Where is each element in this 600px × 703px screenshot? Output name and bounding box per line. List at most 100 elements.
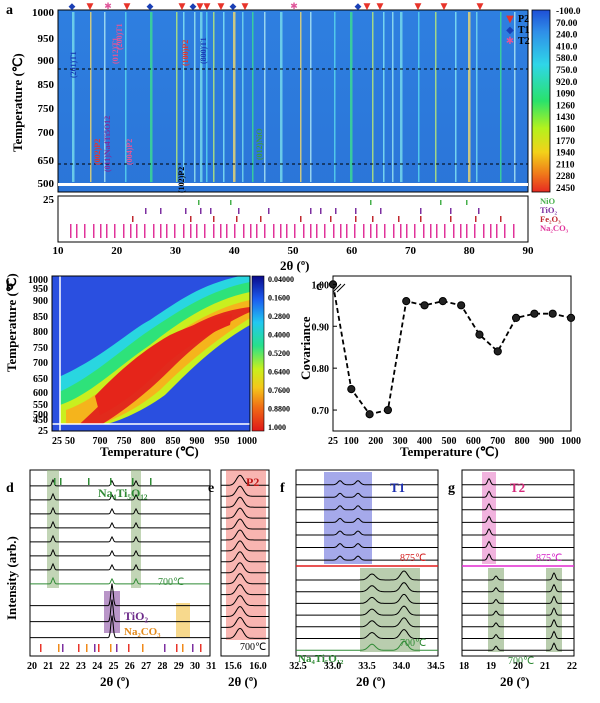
phase-marker-p2: ▼: [179, 2, 186, 12]
panel-b-ytick: 450: [33, 415, 48, 426]
panel-d-ref-stick: [78, 644, 80, 652]
reference-stick: [260, 216, 262, 222]
colorbar-a-tick: 410.0: [556, 42, 578, 52]
colorbar-a-tick: 2450: [556, 184, 575, 194]
reference-stick: [160, 224, 162, 238]
panel-f-trace: [296, 480, 438, 486]
panel-f-trace: [296, 530, 438, 536]
heatmap-streak: [334, 12, 336, 182]
reference-stick: [504, 224, 506, 238]
colorbar-a-tick: 1430: [556, 113, 575, 123]
panel-d-xtick: 23: [76, 661, 86, 672]
panel-f-trace: [296, 628, 438, 639]
panel-d-trace: [30, 599, 210, 623]
panel-c-ylabel: Covariance: [298, 316, 313, 380]
reference-stick: [370, 200, 372, 205]
panel-e-trace: [221, 540, 269, 552]
reference-stick: [153, 224, 155, 238]
panel-b-xtick: 800: [141, 436, 156, 447]
reference-stick: [280, 224, 282, 238]
peak-annotation: (200)T1: [115, 23, 124, 50]
panel-g-trace: [462, 540, 574, 548]
panel-b-ytick: 650: [33, 374, 48, 385]
panel-b-colorbar: [251, 275, 265, 432]
panel-d-ylabel: Intensity (arb.): [4, 536, 19, 620]
reference-stick: [236, 216, 238, 222]
panel-f-trace: [296, 555, 438, 561]
panel-d-ref-stick: [150, 478, 152, 485]
phase-marker-t1: ◆: [190, 2, 197, 12]
panel-b-ytick: 800: [33, 327, 48, 338]
covariance-point: [420, 301, 429, 310]
reference-stick: [136, 224, 138, 238]
panel-f-ticks: 32.5 33.0 33.5 34.0 34.5: [289, 661, 445, 672]
heatmap-streak: [514, 12, 516, 182]
panel-a-xtick: 60: [346, 245, 358, 257]
heatmap-streak: [350, 12, 353, 182]
panel-c-xtick: 100: [344, 436, 359, 447]
heatmap-streak: [72, 12, 75, 182]
panel-b-xlabel: Temperature (℃): [100, 444, 199, 459]
reference-stick: [286, 224, 288, 238]
reference-stick: [220, 224, 222, 238]
panel-g-xtick: 20: [513, 661, 523, 672]
panel-g-trace: [462, 502, 574, 511]
panel-e-trace: [221, 595, 269, 607]
panel-f-xtick: 34.0: [393, 661, 411, 672]
phase-marker-p2: ▼: [204, 2, 211, 12]
colorbar-b-tick: 0.1600: [268, 294, 290, 303]
reference-stick: [132, 216, 134, 222]
reference-stick: [198, 200, 200, 205]
panel-g-trace: [462, 630, 574, 639]
reference-stick: [316, 224, 318, 238]
heatmap-streak: [476, 12, 478, 182]
panel-d-ref-stick: [62, 644, 64, 652]
panel-a-xtick: 40: [229, 245, 241, 257]
phase-marker-t1: ◆: [69, 2, 76, 12]
colorbar-b-tick: 0.8800: [268, 405, 290, 414]
reference-stick: [123, 224, 125, 238]
reference-stick: [423, 224, 425, 238]
panel-c-ytick: 0.80: [312, 364, 330, 375]
reference-stick: [346, 224, 348, 238]
panel-b-ytick: 25: [38, 426, 48, 437]
panel-b-ytick: 550: [33, 400, 48, 411]
panel-a-ytick: 25: [43, 194, 55, 206]
panel-d-trace: [30, 562, 210, 571]
panel-d-phase2: TiO₂: [124, 609, 148, 623]
reference-stick: [294, 224, 296, 238]
panel-e-trace: [221, 562, 269, 574]
panel-c-xtick: 400: [417, 436, 432, 447]
colorbar-a-tick: 1600: [556, 125, 575, 135]
panel-c-xtick: 25: [328, 436, 338, 447]
reference-stick: [106, 224, 108, 238]
panel-g-trace: [462, 642, 574, 651]
reference-stick: [273, 224, 275, 238]
reference-stick: [420, 208, 422, 214]
panel-g-trace: [462, 528, 574, 536]
peak-annotation: (102)P2: [177, 167, 186, 193]
reference-stick: [363, 224, 365, 238]
panel-f-trace: [296, 570, 438, 581]
panel-a-ytick: 900: [38, 55, 55, 67]
panel-e-trace: [221, 529, 269, 541]
colorbar-a-tick: 1770: [556, 137, 575, 147]
panel-d-xtick: 30: [190, 661, 200, 672]
reference-stick: [230, 200, 232, 205]
panel-a-xtick: 50: [288, 245, 300, 257]
panel-e-temp: 700℃: [240, 642, 266, 653]
heatmap-streak: [392, 12, 394, 182]
panel-b-ytick: 900: [33, 296, 48, 307]
panel-f-xtick: 33.0: [324, 661, 342, 672]
panel-g-trace: [462, 595, 574, 604]
reference-stick: [335, 208, 337, 214]
reference-stick: [355, 208, 357, 214]
panel-f-temp2: 700℃: [400, 638, 426, 649]
panel-f-xlabel: 2θ (º): [356, 674, 386, 689]
panel-a-yticks: 1000 950 900 850 750 700 650 500 25: [32, 7, 55, 206]
panel-e-trace: [221, 616, 269, 628]
reference-stick: [513, 224, 515, 238]
panel-a-legend: ▼ P2 ◆ T1 ✱ T2: [506, 14, 530, 47]
reference-stick: [436, 224, 438, 238]
panel-b-ytick: 750: [33, 343, 48, 354]
